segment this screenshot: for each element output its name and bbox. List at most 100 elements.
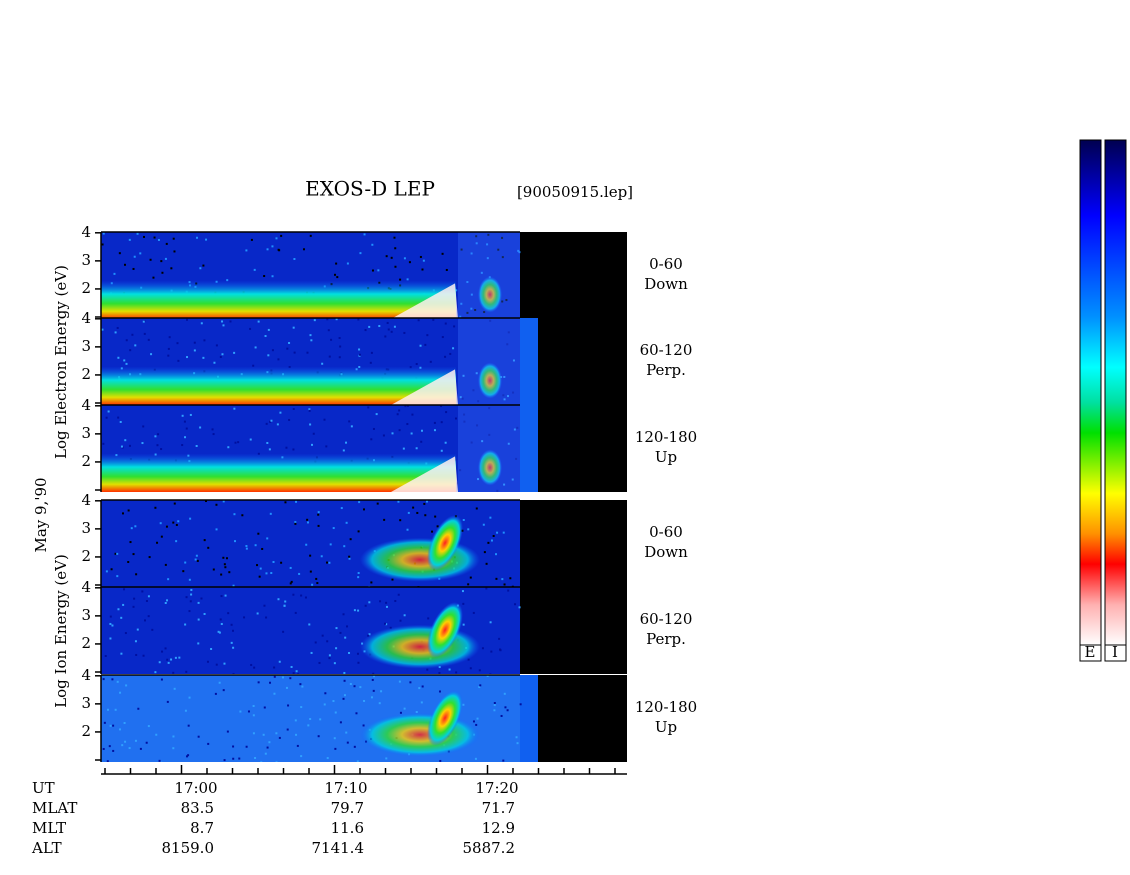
noise — [173, 502, 176, 505]
footer-value: 17:10 — [324, 779, 367, 797]
noise — [160, 448, 163, 451]
noise — [493, 704, 496, 707]
noise — [229, 320, 232, 323]
ion-core — [427, 515, 463, 571]
noise — [155, 733, 158, 736]
noise — [380, 690, 383, 693]
noise — [295, 733, 298, 736]
noise — [184, 709, 187, 712]
noise — [397, 500, 400, 503]
noise — [268, 448, 271, 451]
noise — [358, 501, 361, 504]
noise — [290, 580, 293, 583]
noise — [218, 631, 221, 634]
electron-tail — [478, 449, 502, 486]
noise — [383, 518, 386, 521]
noise — [486, 257, 489, 260]
noise — [444, 322, 447, 325]
noise — [116, 326, 119, 329]
noise — [161, 650, 164, 653]
noise — [390, 330, 393, 333]
noise — [190, 588, 193, 591]
noise — [479, 684, 482, 687]
noise — [117, 416, 120, 419]
noise — [252, 705, 255, 708]
noise — [515, 457, 518, 460]
noise — [265, 616, 268, 619]
noise — [123, 588, 126, 591]
footer-value: 79.7 — [331, 799, 364, 817]
noise — [114, 552, 117, 555]
noise — [133, 255, 136, 258]
noise — [406, 423, 409, 426]
noise — [220, 573, 223, 576]
noise — [293, 258, 296, 261]
noise — [403, 614, 406, 617]
noise — [245, 745, 248, 748]
noise — [118, 252, 121, 255]
noise — [254, 346, 257, 349]
noise — [343, 545, 346, 548]
noise — [160, 678, 163, 681]
noise — [332, 700, 335, 703]
noise — [317, 524, 320, 527]
noise — [211, 428, 214, 431]
noise — [186, 356, 189, 359]
noise — [501, 578, 504, 581]
noise — [184, 436, 187, 439]
noise — [166, 700, 169, 703]
noise — [215, 528, 218, 531]
footer-value: 71.7 — [482, 799, 515, 817]
noise — [516, 742, 519, 745]
noise — [342, 449, 345, 452]
noise — [350, 425, 353, 428]
noise — [370, 438, 373, 441]
noise — [265, 572, 268, 575]
noise — [346, 741, 349, 744]
noise — [273, 666, 276, 669]
noise — [493, 702, 496, 705]
noise — [226, 730, 229, 733]
noise — [276, 423, 279, 426]
noise — [343, 694, 346, 697]
noise — [481, 647, 484, 650]
noise — [212, 568, 215, 571]
noise — [154, 435, 157, 438]
noise — [157, 238, 160, 241]
noise — [308, 408, 311, 411]
noise — [353, 609, 356, 612]
noise — [266, 441, 269, 444]
noise — [215, 663, 218, 666]
noise — [110, 568, 113, 571]
noise — [425, 500, 428, 503]
noise — [129, 541, 132, 544]
file-name: [90050915.lep] — [517, 183, 633, 201]
noise — [453, 325, 456, 328]
y-tick-label: 4 — [81, 491, 91, 509]
noise — [270, 419, 273, 422]
noise — [296, 744, 299, 747]
noise — [513, 428, 516, 431]
noise — [371, 243, 374, 246]
noise — [459, 396, 462, 399]
noise — [487, 541, 490, 544]
noise — [199, 426, 202, 429]
noise — [515, 736, 518, 739]
noise — [503, 583, 506, 586]
noise — [372, 672, 375, 674]
noise — [338, 356, 341, 359]
noise — [200, 597, 203, 600]
noise — [245, 545, 248, 548]
noise — [268, 741, 271, 744]
noise — [406, 405, 409, 408]
noise — [139, 747, 142, 750]
spectrogram-panel — [101, 587, 627, 674]
noise — [460, 248, 463, 251]
noise — [323, 418, 326, 421]
colorbar-label: E — [1085, 643, 1096, 661]
noise — [387, 328, 390, 331]
noise — [369, 361, 372, 364]
noise — [348, 557, 351, 560]
y-tick-label: 3 — [81, 337, 91, 355]
noise — [317, 735, 320, 738]
